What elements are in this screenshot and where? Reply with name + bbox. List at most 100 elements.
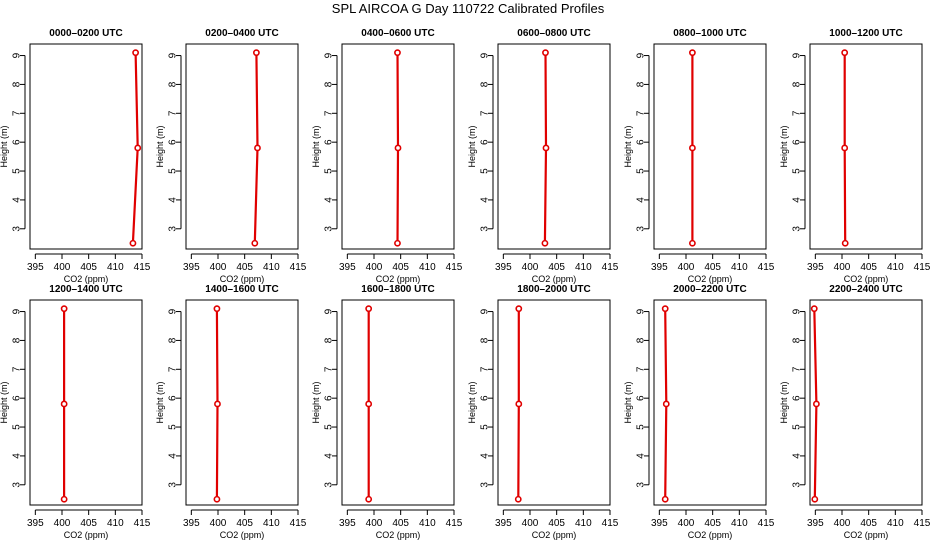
panel-title: 0400–0600 UTC <box>361 28 434 39</box>
x-axis-label: CO2 (ppm) <box>844 530 889 540</box>
y-tick-label: 7 <box>636 110 647 116</box>
x-tick-label: 405 <box>860 518 877 529</box>
x-axis-label: CO2 (ppm) <box>532 274 577 284</box>
y-axis-label: Height (m) <box>311 125 321 167</box>
y-tick-label: 3 <box>12 226 23 232</box>
data-point <box>213 495 221 503</box>
data-point <box>254 144 261 152</box>
x-tick-label: 415 <box>446 518 463 529</box>
x-tick-label: 405 <box>236 262 253 273</box>
x-tick-label: 395 <box>27 262 44 273</box>
y-axis-label: Height (m) <box>467 381 477 423</box>
y-tick-label: 5 <box>636 424 647 430</box>
y-tick-label: 5 <box>792 168 803 174</box>
x-tick-label: 410 <box>263 262 280 273</box>
data-point <box>394 49 401 57</box>
x-tick-label: 415 <box>758 262 775 273</box>
x-tick-label: 410 <box>575 518 592 529</box>
y-tick-label: 4 <box>480 453 491 459</box>
profile-panel: 0400–0600 UTC 395 400 405 410 415 CO2 (ppm) 3 4 5… <box>311 28 463 284</box>
data-point <box>60 305 68 313</box>
y-tick-label: 5 <box>480 168 491 174</box>
y-tick-label: 9 <box>12 308 23 314</box>
x-axis-label: CO2 (ppm) <box>376 274 421 284</box>
profile-panel: 1400–1600 UTC 395 400 405 410 415 CO2 (ppm) 3 4 5… <box>155 284 307 540</box>
y-tick-label: 9 <box>792 52 803 58</box>
y-axis-label: Height (m) <box>155 381 165 423</box>
data-point <box>60 400 68 408</box>
y-tick-label: 3 <box>168 226 179 232</box>
y-axis-label: Height (m) <box>779 381 789 423</box>
plot-frame <box>185 299 299 506</box>
x-tick-label: 400 <box>54 262 71 273</box>
y-axis-label: Height (m) <box>623 125 633 167</box>
x-tick-label: 415 <box>602 262 619 273</box>
y-tick-label: 8 <box>168 81 179 87</box>
y-tick-label: 3 <box>324 226 335 232</box>
data-point <box>811 495 819 503</box>
data-point <box>365 305 373 313</box>
x-tick-label: 405 <box>236 518 253 529</box>
y-tick-label: 4 <box>324 197 335 203</box>
data-point <box>514 495 522 503</box>
y-tick-label: 6 <box>168 395 179 401</box>
y-tick-label: 7 <box>168 110 179 116</box>
y-tick-label: 7 <box>480 110 491 116</box>
x-tick-label: 400 <box>522 262 539 273</box>
data-point <box>252 49 260 57</box>
y-tick-label: 3 <box>168 482 179 488</box>
x-axis-label: CO2 (ppm) <box>220 530 265 540</box>
y-tick-label: 9 <box>636 52 647 58</box>
profile-panel: 0600–0800 UTC 395 400 405 410 415 CO2 (ppm) 3 4 5… <box>467 28 619 284</box>
x-axis-label: CO2 (ppm) <box>376 530 421 540</box>
x-tick-label: 410 <box>887 518 904 529</box>
data-point <box>214 400 221 408</box>
y-tick-label: 7 <box>12 366 23 372</box>
y-tick-label: 6 <box>12 395 23 401</box>
y-tick-label: 4 <box>168 453 179 459</box>
x-axis-label: CO2 (ppm) <box>64 274 109 284</box>
x-tick-label: 415 <box>290 518 307 529</box>
x-tick-label: 410 <box>419 518 436 529</box>
y-tick-label: 8 <box>480 337 491 343</box>
y-tick-label: 6 <box>12 139 23 145</box>
x-tick-label: 405 <box>80 262 97 273</box>
x-tick-label: 410 <box>107 262 124 273</box>
x-tick-label: 410 <box>263 518 280 529</box>
data-point <box>810 305 818 313</box>
y-tick-label: 8 <box>792 337 803 343</box>
x-axis-label: CO2 (ppm) <box>844 274 889 284</box>
y-tick-label: 4 <box>12 453 23 459</box>
x-tick-label: 395 <box>183 518 200 529</box>
plot-frame <box>341 299 455 506</box>
x-axis-label: CO2 (ppm) <box>64 530 109 540</box>
data-point <box>365 400 373 408</box>
x-tick-label: 395 <box>495 262 512 273</box>
y-axis-label: Height (m) <box>623 381 633 423</box>
x-tick-label: 395 <box>807 518 824 529</box>
y-tick-label: 8 <box>636 81 647 87</box>
x-tick-label: 400 <box>210 518 227 529</box>
data-point <box>365 495 373 503</box>
x-tick-label: 405 <box>548 262 565 273</box>
y-tick-label: 4 <box>480 197 491 203</box>
x-tick-label: 415 <box>758 518 775 529</box>
x-tick-label: 415 <box>602 518 619 529</box>
y-tick-label: 3 <box>792 226 803 232</box>
y-tick-label: 5 <box>168 424 179 430</box>
panel-title: 1200–1400 UTC <box>49 284 122 295</box>
figure-title: SPL AIRCOA G Day 110722 Calibrated Profi… <box>331 1 605 16</box>
y-tick-label: 3 <box>792 482 803 488</box>
y-tick-label: 5 <box>12 424 23 430</box>
data-point <box>515 400 523 408</box>
x-tick-label: 395 <box>339 518 356 529</box>
data-point <box>841 144 849 152</box>
y-tick-label: 7 <box>324 110 335 116</box>
data-point <box>542 49 549 57</box>
y-tick-label: 4 <box>792 197 803 203</box>
data-point <box>129 239 137 247</box>
plot-frame <box>653 43 767 250</box>
y-tick-label: 8 <box>168 337 179 343</box>
x-tick-label: 405 <box>392 518 409 529</box>
